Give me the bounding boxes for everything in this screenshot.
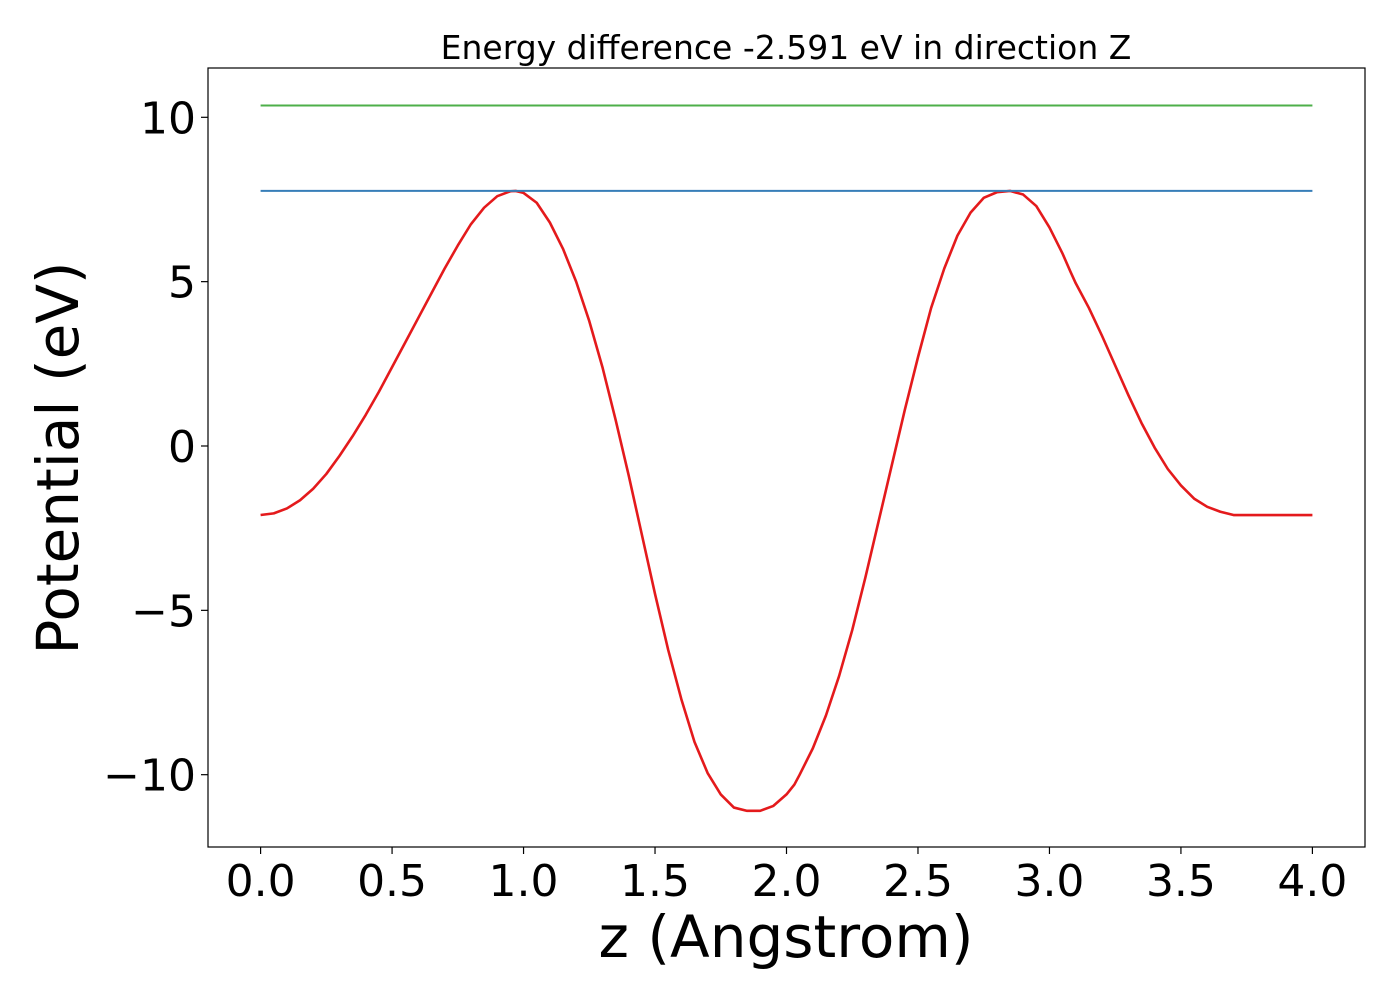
plot-frame (207, 67, 1366, 848)
y-axis-label: Potential (eV) (24, 261, 92, 654)
x-axis-ticks: 0.0 0.5 1.0 1.5 2.0 2.5 3.0 3.5 4.0 (226, 847, 1347, 907)
series-group (260, 104, 1313, 813)
plot-background (208, 68, 1365, 847)
y-tick-label: 0 (168, 422, 196, 473)
x-tick-label: 3.0 (1014, 856, 1084, 907)
x-tick-label: 4.0 (1277, 856, 1347, 907)
x-axis-label: z (Angstrom) (599, 903, 974, 971)
y-tick-label: 10 (140, 93, 196, 144)
y-axis-ticks: 10 5 0 −5 −10 (103, 93, 208, 802)
x-tick-label: 0.0 (226, 856, 296, 907)
x-tick-label: 1.0 (489, 856, 559, 907)
series-line-0 (260, 189, 1313, 813)
chart-title: Energy difference -2.591 eV in direction… (441, 28, 1132, 67)
x-tick-label: 3.5 (1146, 856, 1216, 907)
y-tick-label: −10 (103, 751, 196, 802)
y-tick-label: −5 (131, 586, 196, 637)
x-tick-label: 2.5 (883, 856, 953, 907)
y-tick-label: 5 (168, 258, 196, 309)
x-tick-label: 0.5 (357, 856, 427, 907)
x-tick-label: 2.0 (752, 856, 822, 907)
x-tick-label: 1.5 (620, 856, 690, 907)
